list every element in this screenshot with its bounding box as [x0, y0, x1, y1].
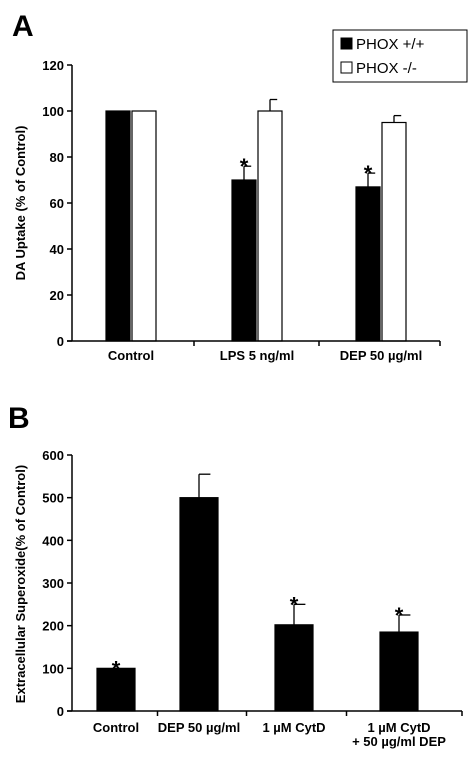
y-tick-label: 80 [50, 150, 64, 165]
significance-marker: * [395, 603, 404, 628]
legend-swatch-phox-ko [340, 61, 353, 74]
y-tick-label: 200 [42, 619, 64, 634]
bar [105, 110, 131, 342]
bar [257, 110, 283, 342]
y-tick-label: 100 [42, 104, 64, 119]
significance-marker: * [364, 161, 373, 186]
y-axis-label-a: DA Uptake (% of Control) [13, 126, 28, 281]
y-tick-label: 400 [42, 533, 64, 548]
y-tick-label: 100 [42, 661, 64, 676]
chart-panel-b: B * * * 0 100 200 300 400 500 600 Control DEP 50 µ… [8, 402, 463, 749]
x-tick-label: 1 µM CytD [262, 720, 325, 735]
bar [379, 631, 419, 712]
y-tick-label: 300 [42, 576, 64, 591]
x-tick-label: Control [93, 720, 139, 735]
y-tick-label: 0 [57, 334, 64, 349]
x-tick-label: DEP 50 µg/ml [340, 348, 422, 363]
panel-label-b: B [8, 402, 30, 435]
y-tick-label: 60 [50, 196, 64, 211]
y-tick-label: 120 [42, 58, 64, 73]
y-tick-label: 0 [57, 704, 64, 719]
bar [381, 121, 407, 342]
x-tick-label: DEP 50 µg/ml [158, 720, 240, 735]
panel-label-a: A [12, 10, 34, 43]
y-tick-label: 40 [50, 242, 64, 257]
legend-label-phox-wt: PHOX +/+ [356, 36, 425, 53]
x-tick-label: Control [108, 348, 154, 363]
x-tick-label: LPS 5 ng/ml [220, 348, 294, 363]
bar [179, 497, 219, 712]
significance-marker: * [290, 592, 299, 617]
y-axis-label-b: Extracellular Superoxide(% of Control) [13, 465, 28, 703]
legend: PHOX +/+ PHOX -/- [332, 29, 468, 83]
chart-panel-a: A * * 0 20 40 60 80 100 120 Control LPS 5 ng/ml DE… [12, 10, 468, 363]
legend-box [332, 29, 468, 83]
legend-swatch-phox-wt [340, 37, 353, 50]
y-tick-label: 20 [50, 288, 64, 303]
bar [231, 179, 257, 342]
bar [274, 624, 314, 712]
y-tick-label: 500 [42, 491, 64, 506]
significance-marker: * [240, 154, 249, 179]
bar [96, 667, 136, 712]
legend-label-phox-ko: PHOX -/- [356, 60, 417, 77]
bar [355, 186, 381, 342]
significance-marker: * [112, 656, 121, 681]
x-tick-label: 1 µM CytD [367, 720, 430, 735]
bar [131, 110, 157, 342]
y-tick-label: 600 [42, 448, 64, 463]
x-tick-label: + 50 µg/ml DEP [352, 734, 446, 749]
